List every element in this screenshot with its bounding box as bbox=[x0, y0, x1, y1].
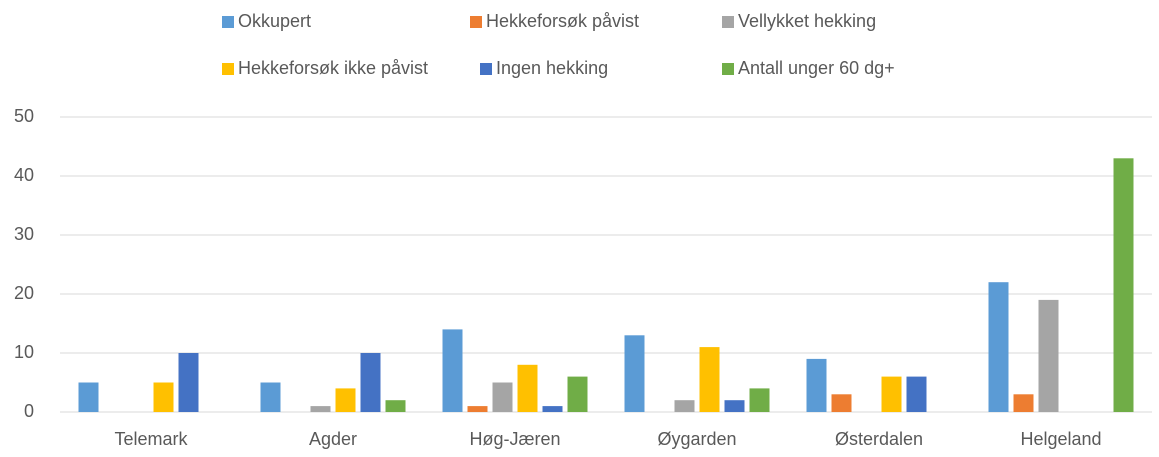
bar bbox=[310, 406, 331, 412]
bar bbox=[674, 400, 695, 412]
legend-label: Hekkeforsøk påvist bbox=[486, 11, 639, 31]
y-tick-label: 10 bbox=[14, 342, 34, 362]
legend-label: Ingen hekking bbox=[496, 58, 608, 78]
bar bbox=[260, 382, 281, 412]
legend-label: Hekkeforsøk ikke påvist bbox=[238, 58, 428, 78]
legend-swatch bbox=[722, 16, 734, 28]
x-tick-label: Høg-Jæren bbox=[469, 429, 560, 449]
bar bbox=[178, 353, 199, 412]
bar bbox=[1038, 299, 1059, 412]
bar bbox=[442, 329, 463, 412]
bar bbox=[517, 364, 538, 412]
bar bbox=[335, 388, 356, 412]
bar bbox=[385, 400, 406, 412]
legend-label: Okkupert bbox=[238, 11, 311, 31]
bar bbox=[749, 388, 770, 412]
legend-swatch bbox=[470, 16, 482, 28]
bar bbox=[624, 335, 645, 412]
bar bbox=[1113, 158, 1134, 412]
y-tick-label: 30 bbox=[14, 224, 34, 244]
y-tick-label: 40 bbox=[14, 165, 34, 185]
x-tick-label: Helgeland bbox=[1020, 429, 1101, 449]
bar bbox=[567, 376, 588, 412]
bar bbox=[988, 282, 1009, 412]
x-tick-label: Øygarden bbox=[657, 429, 736, 449]
legend-label: Vellykket hekking bbox=[738, 11, 876, 31]
bar bbox=[806, 358, 827, 412]
bar bbox=[492, 382, 513, 412]
legend-swatch bbox=[722, 63, 734, 75]
bar bbox=[724, 400, 745, 412]
y-tick-label: 20 bbox=[14, 283, 34, 303]
bar bbox=[360, 353, 381, 412]
legend-swatch bbox=[222, 16, 234, 28]
legend-swatch bbox=[480, 63, 492, 75]
bar bbox=[78, 382, 99, 412]
bar bbox=[153, 382, 174, 412]
x-tick-label: Telemark bbox=[114, 429, 188, 449]
x-tick-label: Østerdalen bbox=[835, 429, 923, 449]
bar bbox=[831, 394, 852, 412]
bar bbox=[467, 406, 488, 412]
y-tick-label: 50 bbox=[14, 106, 34, 126]
bar bbox=[906, 376, 927, 412]
bar bbox=[699, 347, 720, 412]
bar bbox=[881, 376, 902, 412]
legend-swatch bbox=[222, 63, 234, 75]
bar bbox=[1013, 394, 1034, 412]
y-tick-label: 0 bbox=[24, 401, 34, 421]
bar bbox=[542, 406, 563, 412]
legend-label: Antall unger 60 dg+ bbox=[738, 58, 895, 78]
x-tick-label: Agder bbox=[309, 429, 357, 449]
